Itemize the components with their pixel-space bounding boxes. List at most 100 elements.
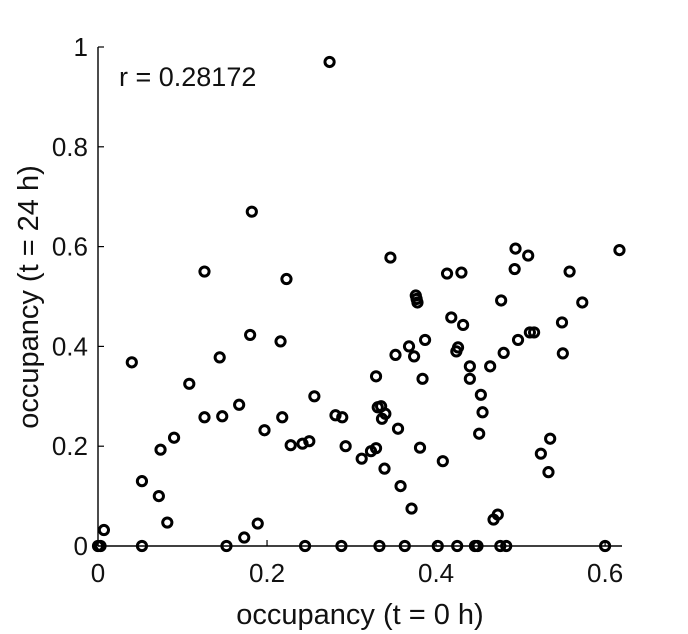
x-tick-label: 0.2 — [249, 558, 285, 588]
data-point — [369, 370, 383, 383]
y-tick-label: 0 — [74, 531, 88, 561]
data-point — [391, 422, 405, 435]
data-point — [284, 439, 297, 452]
data-point — [152, 490, 165, 503]
data-point — [463, 372, 476, 385]
data-point — [339, 440, 352, 453]
data-point — [528, 326, 541, 339]
data-point — [245, 205, 258, 218]
data-point — [276, 411, 289, 424]
data-point — [379, 407, 392, 420]
data-point — [598, 539, 612, 553]
data-point — [411, 296, 424, 309]
data-point — [436, 455, 449, 468]
data-point — [556, 347, 569, 360]
data-point — [244, 328, 257, 342]
data-point — [336, 411, 349, 424]
data-point — [494, 539, 507, 553]
data-point — [563, 265, 576, 278]
x-axis-label: occupancy (t = 0 h) — [236, 599, 483, 631]
data-point — [522, 249, 535, 262]
data-point — [473, 427, 486, 440]
data-point — [378, 462, 391, 475]
data-point — [384, 251, 397, 264]
data-point — [329, 409, 342, 422]
data-point — [402, 340, 416, 353]
y-ticks: 0 0.2 0.4 0.6 0.8 1 — [52, 32, 104, 561]
data-point — [416, 372, 429, 385]
data-point — [413, 441, 427, 454]
data-point — [508, 262, 521, 276]
y-axis-label: occupancy (t = 24 h) — [13, 165, 45, 429]
data-point — [471, 539, 484, 553]
data-point — [373, 539, 386, 553]
x-ticks: 0 0.2 0.4 0.6 — [91, 540, 623, 588]
data-point — [542, 466, 555, 479]
data-points — [91, 55, 626, 553]
data-point — [511, 333, 525, 347]
data-point — [298, 539, 312, 553]
y-tick-label: 0.8 — [52, 132, 88, 162]
y-tick-label: 0.2 — [52, 431, 88, 461]
data-point — [213, 351, 226, 364]
data-point — [135, 539, 149, 553]
data-point — [440, 267, 454, 280]
data-point — [523, 326, 536, 339]
data-point — [463, 360, 476, 373]
axes — [97, 47, 622, 547]
data-point — [451, 539, 464, 553]
data-point — [183, 377, 196, 390]
data-point — [613, 243, 626, 257]
x-tick-label: 0.6 — [587, 558, 623, 588]
y-tick-label: 0.4 — [52, 331, 88, 361]
x-tick-label: 0 — [91, 558, 105, 588]
data-point — [431, 539, 444, 553]
data-point — [407, 350, 421, 363]
data-point — [94, 539, 107, 553]
data-point — [220, 539, 233, 553]
data-point — [369, 442, 383, 455]
data-point — [198, 411, 211, 424]
data-point — [534, 447, 547, 460]
data-point — [476, 406, 489, 419]
x-tick-label: 0.4 — [418, 558, 454, 588]
data-point — [394, 480, 407, 493]
data-point — [323, 55, 336, 69]
data-point — [308, 390, 321, 403]
data-point — [509, 242, 522, 255]
data-point — [97, 523, 111, 537]
data-point — [216, 410, 229, 423]
data-point — [497, 346, 510, 359]
data-point — [405, 502, 418, 515]
data-point — [495, 294, 508, 307]
data-point — [451, 341, 465, 354]
data-point — [355, 452, 368, 465]
data-point — [418, 333, 432, 347]
data-point — [238, 531, 251, 544]
data-point — [251, 517, 264, 530]
data-point — [161, 516, 174, 529]
data-point — [457, 318, 470, 332]
data-point — [198, 265, 211, 278]
data-point — [500, 539, 513, 553]
data-point — [544, 432, 557, 445]
y-tick-label: 1 — [74, 32, 88, 62]
y-tick-label: 0.6 — [52, 232, 88, 262]
data-point — [280, 272, 293, 286]
data-point — [125, 356, 138, 369]
data-point — [398, 539, 411, 553]
correlation-annotation: r = 0.28172 — [119, 62, 256, 92]
data-point — [303, 435, 316, 448]
data-point — [576, 296, 589, 309]
data-point — [258, 424, 271, 437]
data-point — [484, 360, 497, 373]
data-point — [154, 443, 167, 456]
data-point — [455, 266, 468, 279]
data-point — [335, 539, 348, 553]
data-point — [389, 348, 402, 361]
data-point — [474, 388, 487, 401]
data-point — [167, 431, 181, 444]
data-point — [445, 311, 458, 324]
data-point — [233, 398, 246, 411]
